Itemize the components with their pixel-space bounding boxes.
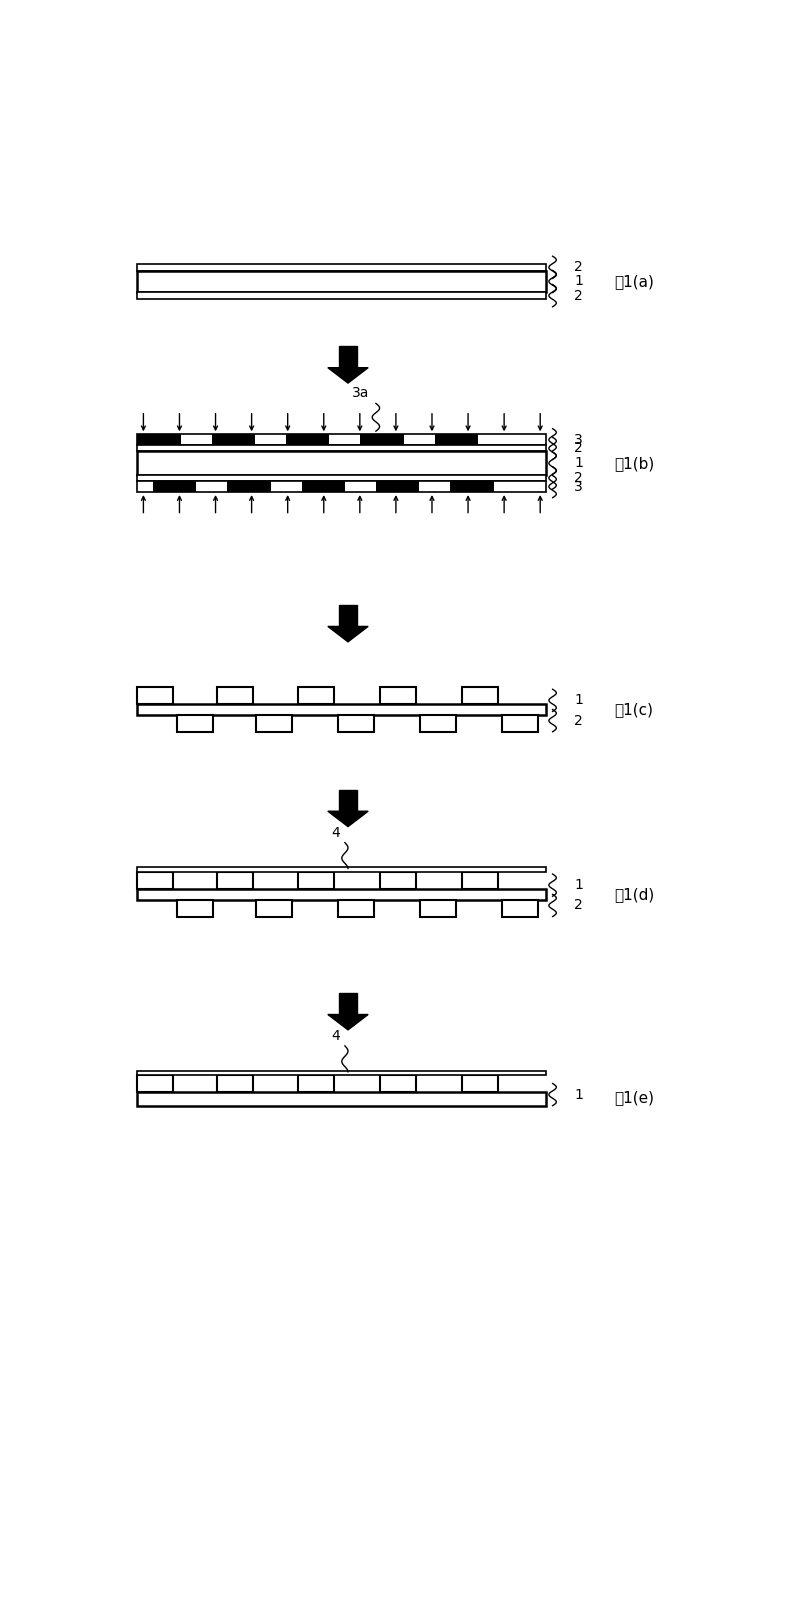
Polygon shape (338, 345, 358, 368)
Bar (211, 434, 255, 445)
Text: 2: 2 (574, 471, 583, 484)
Bar (227, 481, 270, 492)
Text: 图1(d): 图1(d) (614, 886, 655, 902)
Bar (420, 901, 456, 917)
Bar (450, 481, 494, 492)
Polygon shape (328, 626, 368, 642)
Text: 4: 4 (331, 1028, 340, 1043)
Polygon shape (338, 605, 358, 626)
Text: 图1(c): 图1(c) (614, 702, 654, 717)
Polygon shape (328, 812, 368, 826)
Bar (138, 271, 546, 292)
Text: 4: 4 (331, 825, 340, 839)
Bar (256, 901, 292, 917)
Bar (302, 481, 345, 492)
Bar (138, 704, 546, 715)
Bar (502, 715, 538, 733)
Text: 2: 2 (574, 289, 583, 303)
Bar (177, 715, 213, 733)
Bar (138, 1075, 173, 1093)
Bar (298, 872, 334, 889)
Bar (138, 867, 546, 872)
Text: 1: 1 (574, 457, 583, 470)
Bar (361, 434, 404, 445)
Text: 2: 2 (574, 713, 583, 728)
Bar (256, 715, 292, 733)
Bar (502, 901, 538, 917)
Bar (462, 688, 498, 704)
Bar (298, 688, 334, 704)
Bar (138, 434, 546, 445)
Bar (217, 1075, 253, 1093)
Polygon shape (338, 789, 358, 812)
Bar (138, 292, 546, 299)
Bar (138, 889, 546, 901)
Bar (420, 715, 456, 733)
Text: 图1(a): 图1(a) (614, 274, 654, 289)
Text: 1: 1 (574, 694, 583, 707)
Bar (380, 872, 416, 889)
Bar (462, 872, 498, 889)
Bar (138, 475, 546, 481)
Bar (338, 901, 374, 917)
Bar (138, 872, 173, 889)
Text: 2: 2 (574, 260, 583, 274)
Bar (217, 872, 253, 889)
Bar (138, 1070, 546, 1075)
Bar (435, 434, 478, 445)
Bar (376, 481, 419, 492)
Text: 2: 2 (574, 441, 583, 455)
Bar (177, 901, 213, 917)
Bar (380, 688, 416, 704)
Polygon shape (338, 993, 358, 1015)
Text: 图1(b): 图1(b) (614, 455, 655, 471)
Text: 1: 1 (574, 1088, 583, 1102)
Bar (138, 434, 181, 445)
Bar (138, 263, 546, 271)
Polygon shape (328, 1015, 368, 1030)
Bar (298, 1075, 334, 1093)
Bar (380, 1075, 416, 1093)
Text: 3a: 3a (352, 386, 369, 400)
Bar (138, 445, 546, 452)
Text: 1: 1 (574, 274, 583, 289)
Bar (217, 688, 253, 704)
Text: 图1(e): 图1(e) (614, 1089, 654, 1106)
Bar (138, 1093, 546, 1106)
Bar (138, 688, 173, 704)
Text: 2: 2 (574, 899, 583, 912)
Bar (286, 434, 330, 445)
Text: 3: 3 (574, 433, 583, 447)
Polygon shape (328, 368, 368, 383)
Bar (338, 715, 374, 733)
Text: 3: 3 (574, 479, 583, 494)
Bar (138, 481, 546, 492)
Bar (138, 452, 546, 475)
Bar (462, 1075, 498, 1093)
Text: 1: 1 (574, 878, 583, 893)
Bar (153, 481, 196, 492)
